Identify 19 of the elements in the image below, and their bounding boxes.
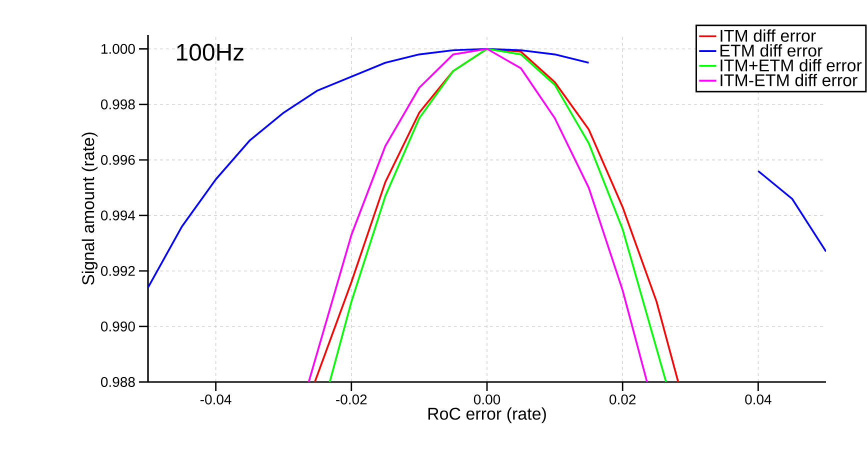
y-axis-title: Signal amount (rate) <box>82 132 98 285</box>
y-tick-label: 0.994 <box>100 210 136 220</box>
legend-label: ETM diff error <box>720 44 822 57</box>
y-tick-label: 0.996 <box>100 154 135 165</box>
x-tick-label: -0.04 <box>200 394 232 404</box>
x-tick-label: 0.02 <box>610 394 636 404</box>
y-tick-label: 1.000 <box>102 44 135 54</box>
x-tick-label: -0.02 <box>336 394 367 404</box>
annotation: 100Hz <box>177 44 244 61</box>
y-tick-label: 0.992 <box>100 266 135 276</box>
legend-label: ITM diff error <box>720 29 816 42</box>
y-tick-label: 0.998 <box>100 99 135 110</box>
y-tick-label: 0.990 <box>100 322 135 332</box>
x-tick-label: 0.00 <box>474 394 500 404</box>
legend-label: ITM+ETM diff error <box>720 58 862 72</box>
x-tick-label: 0.04 <box>745 394 772 404</box>
y-tick-label: 0.988 <box>100 377 135 387</box>
legend-label: ITM-ETM diff error <box>720 74 858 86</box>
x-axis-title: RoC error (rate) <box>428 407 546 424</box>
